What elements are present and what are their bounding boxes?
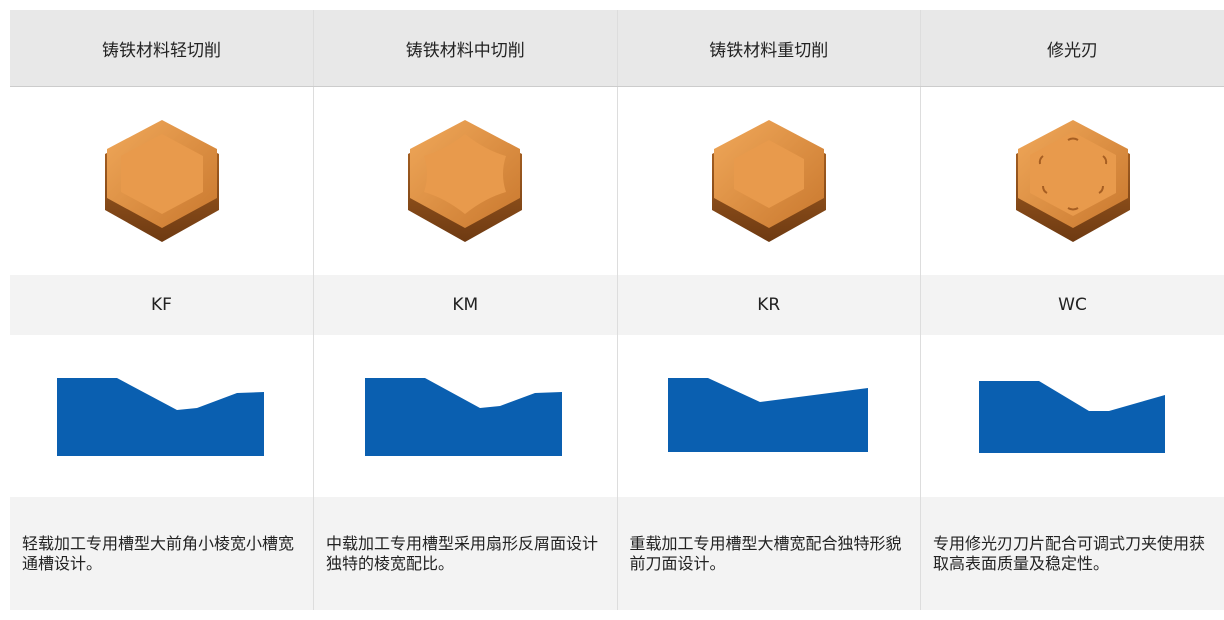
header-cell: 铸铁材料重切削 <box>617 10 921 87</box>
groove-profile <box>978 381 1165 453</box>
groove-profile <box>365 378 563 456</box>
image-cell <box>313 86 618 275</box>
header-cell: 铸铁材料中切削 <box>313 10 618 87</box>
description-cell: 重载加工专用槽型大槽宽配合独特形貌前刀面设计。 <box>617 497 921 610</box>
profile-cell <box>617 335 921 497</box>
profile-cell <box>921 335 1224 497</box>
description-cell: 专用修光刃刀片配合可调式刀夹使用获取高表面质量及稳定性。 <box>920 497 1224 610</box>
insert-image <box>408 120 523 242</box>
image-cell <box>617 86 921 275</box>
profile-cell <box>313 335 618 497</box>
groove-profile <box>667 378 868 452</box>
insert-image <box>711 120 826 242</box>
insert-image <box>1015 120 1130 242</box>
code-cell: KR <box>617 275 921 335</box>
code-cell: WC <box>920 275 1224 335</box>
header-cell: 铸铁材料轻切削 <box>10 10 314 87</box>
code-cell: KM <box>313 275 618 335</box>
insert-table: 铸铁材料轻切削 铸铁材料中切削 铸铁材料重切削 修光刃 KF KM KR WC … <box>10 10 1224 610</box>
image-cell <box>921 87 1224 276</box>
code-cell: KF <box>10 275 314 335</box>
description-cell: 中载加工专用槽型采用扇形反屑面设计独特的棱宽配比。 <box>313 497 618 610</box>
image-cell <box>10 86 314 275</box>
header-cell: 修光刃 <box>920 10 1224 87</box>
profile-cell <box>10 335 314 497</box>
description-cell: 轻载加工专用槽型大前角小棱宽小槽宽通槽设计。 <box>10 497 314 610</box>
groove-profile <box>56 378 264 456</box>
insert-image <box>104 120 219 242</box>
